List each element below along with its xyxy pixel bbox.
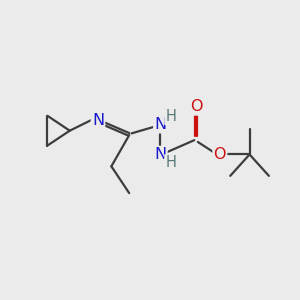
- Text: O: O: [190, 99, 202, 114]
- Text: H: H: [165, 155, 176, 170]
- Text: H: H: [165, 109, 176, 124]
- Text: N: N: [154, 147, 167, 162]
- Text: O: O: [214, 147, 226, 162]
- Text: N: N: [154, 117, 167, 132]
- Text: N: N: [92, 113, 104, 128]
